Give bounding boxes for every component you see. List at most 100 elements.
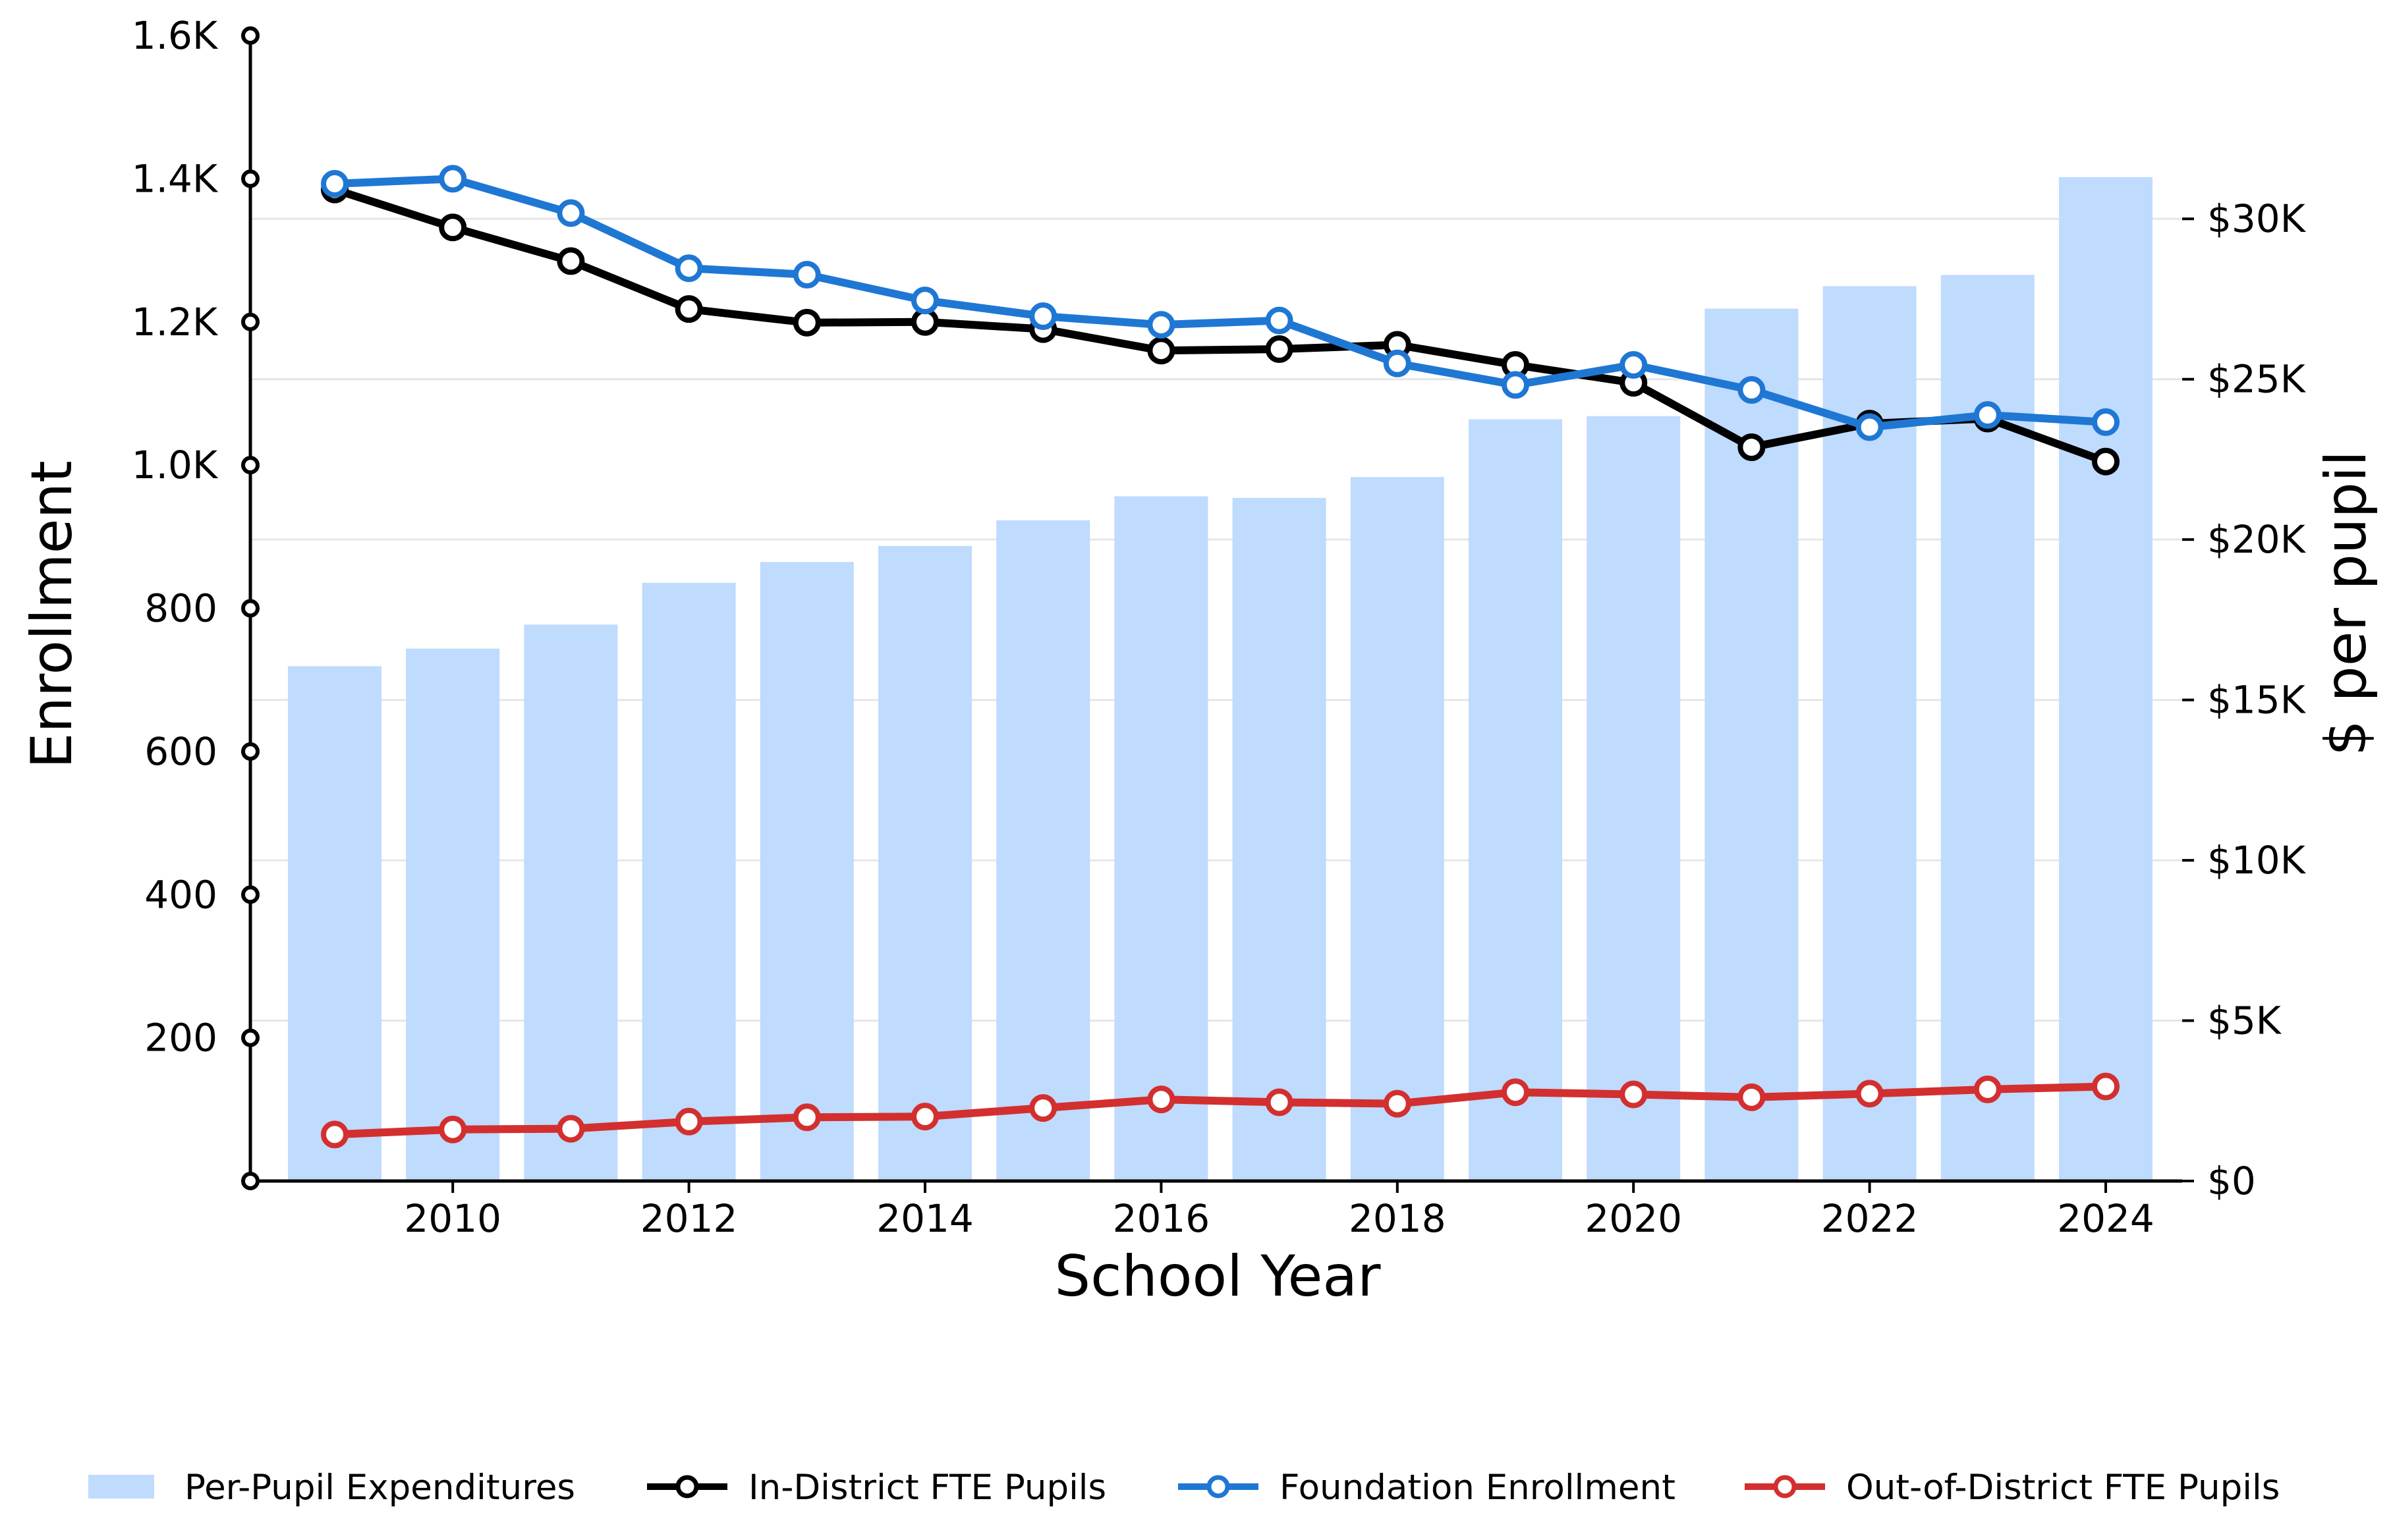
data-point-out-of-district-fte-pupils (1855, 1080, 1884, 1108)
data-point-foundation-enrollment (439, 165, 467, 193)
y-right-tick-label: $30K (2207, 196, 2307, 241)
expenditure-bar (760, 562, 854, 1181)
y-left-tick-mark (241, 312, 260, 331)
data-point-foundation-enrollment (1029, 302, 1057, 331)
data-point-foundation-enrollment (1147, 311, 1175, 339)
y-left-tick-mark (241, 169, 260, 188)
data-point-out-of-district-fte-pupils (321, 1120, 349, 1149)
expenditure-bar (1114, 496, 1208, 1181)
data-point-foundation-enrollment (1502, 371, 1529, 399)
data-point-in-district-fte-pupils (1147, 337, 1175, 365)
enrollment-lines (321, 165, 2120, 1149)
data-point-in-district-fte-pupils (557, 247, 585, 275)
legend-swatch-bar (88, 1475, 154, 1499)
series-line-foundation-enrollment (334, 175, 2106, 431)
y-left-tick-mark (241, 885, 260, 904)
y-left-tick-label: 400 (144, 872, 217, 917)
data-point-foundation-enrollment (1973, 401, 2002, 429)
data-point-out-of-district-fte-pupils (2092, 1072, 2120, 1101)
data-point-foundation-enrollment (1383, 349, 1411, 377)
legend-label: In-District FTE Pupils (748, 1468, 1106, 1508)
data-point-foundation-enrollment (557, 199, 585, 227)
data-point-out-of-district-fte-pupils (1265, 1088, 1293, 1116)
y-left-tick-mark (241, 742, 260, 761)
expenditure-bars (288, 177, 2153, 1182)
expenditure-bar (288, 666, 381, 1181)
x-tick-label: 2014 (876, 1196, 974, 1241)
legend-label: Per-Pupil Expenditures (184, 1468, 575, 1508)
y-right-axis-title: $ per pupil (2313, 451, 2379, 756)
data-point-out-of-district-fte-pupils (1973, 1075, 2002, 1103)
y-left-tick-label: 800 (144, 586, 217, 631)
x-tick-label: 2016 (1113, 1196, 1210, 1241)
expenditure-bar (1469, 419, 1562, 1182)
data-point-out-of-district-fte-pupils (675, 1107, 703, 1136)
expenditure-bar (524, 624, 618, 1181)
y-left-tick-mark (241, 1172, 260, 1190)
data-point-foundation-enrollment (1737, 376, 1766, 404)
legend-label: Foundation Enrollment (1280, 1468, 1675, 1508)
data-point-out-of-district-fte-pupils (1029, 1094, 1057, 1122)
legend-item-in-district-fte-pupils: In-District FTE Pupils (647, 1468, 1106, 1508)
data-point-foundation-enrollment (2092, 408, 2120, 436)
x-tick-label: 2020 (1585, 1196, 1682, 1241)
data-point-foundation-enrollment (1855, 413, 1884, 441)
data-point-in-district-fte-pupils (793, 308, 821, 337)
y-right-tick-label: $0 (2207, 1159, 2256, 1203)
data-point-in-district-fte-pupils (675, 295, 703, 323)
x-tick-label: 2022 (1821, 1196, 1919, 1241)
legend-swatch-marker (675, 1475, 699, 1499)
data-point-in-district-fte-pupils (1737, 433, 1766, 461)
expenditure-bar (996, 520, 1090, 1181)
y-left-tick-label: 1.0K (132, 443, 219, 487)
y-right-tick-label: $25K (2207, 357, 2307, 402)
legend: Per-Pupil Expenditures In-District FTE P… (88, 1468, 2280, 1508)
y-left-axis-title: Enrollment (19, 460, 85, 769)
data-point-foundation-enrollment (321, 169, 349, 198)
data-point-in-district-fte-pupils (439, 213, 467, 242)
x-tick-label: 2018 (1349, 1196, 1446, 1241)
data-point-out-of-district-fte-pupils (911, 1103, 939, 1131)
legend-item-per-pupil-expenditures: Per-Pupil Expenditures (88, 1468, 575, 1508)
series-line-in-district-fte-pupils (333, 185, 2108, 466)
y-left-tick-label: 1.2K (132, 300, 219, 344)
x-axis-title: School Year (1055, 1244, 1382, 1309)
y-left-tick-mark (241, 1028, 260, 1047)
series-line-out-of-district-fte-pupils (334, 1082, 2106, 1139)
y-left-tick-label: 1.6K (132, 13, 219, 58)
data-point-out-of-district-fte-pupils (1147, 1086, 1175, 1114)
expenditure-bar (1587, 416, 1681, 1181)
expenditure-bar (406, 648, 500, 1181)
y-right-tick-label: $10K (2207, 838, 2307, 883)
data-point-foundation-enrollment (911, 287, 939, 315)
y-left-tick-mark (241, 456, 260, 475)
y-right-tick-label: $15K (2207, 678, 2307, 723)
x-tick-label: 2012 (640, 1196, 738, 1241)
legend-swatch-marker (1773, 1475, 1797, 1499)
y-right-tick-label: $5K (2207, 999, 2282, 1043)
y-left-tick-label: 600 (144, 729, 217, 774)
data-point-foundation-enrollment (675, 254, 703, 283)
data-point-out-of-district-fte-pupils (1502, 1078, 1529, 1107)
y-left-tick-label: 200 (144, 1016, 217, 1060)
y-right-tick-label: $20K (2207, 517, 2307, 562)
expenditure-bar (1350, 477, 1444, 1181)
y-left-tick-mark (241, 26, 260, 45)
data-point-out-of-district-fte-pupils (439, 1115, 467, 1143)
expenditure-bar (1232, 497, 1326, 1182)
expenditure-bar (2059, 177, 2153, 1181)
data-point-out-of-district-fte-pupils (1737, 1083, 1766, 1111)
x-tick-label: 2024 (2057, 1196, 2154, 1241)
data-point-out-of-district-fte-pupils (1383, 1089, 1411, 1118)
y-left-tick-mark (241, 599, 260, 618)
legend-item-foundation-enrollment: Foundation Enrollment (1178, 1468, 1675, 1508)
expenditure-bar (642, 582, 736, 1181)
data-point-foundation-enrollment (1265, 306, 1293, 335)
legend-label: Out-of-District FTE Pupils (1846, 1468, 2280, 1508)
data-point-foundation-enrollment (1619, 350, 1648, 379)
legend-item-out-of-district-fte-pupils: Out-of-District FTE Pupils (1745, 1468, 2280, 1508)
legend-swatch-marker (1206, 1475, 1230, 1499)
expenditure-bar (878, 545, 972, 1181)
data-point-out-of-district-fte-pupils (793, 1103, 821, 1132)
